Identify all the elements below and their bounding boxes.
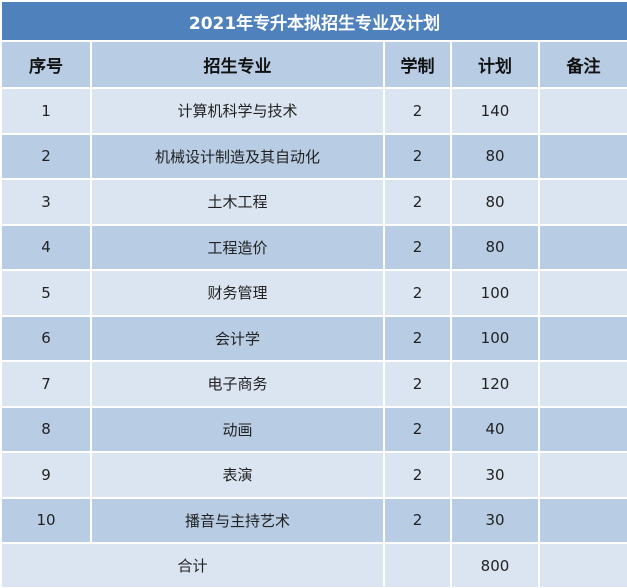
total-plan: 800 <box>450 542 540 588</box>
cell-major: 动画 <box>90 405 385 453</box>
cell-no: 6 <box>0 314 92 362</box>
cell-major: 表演 <box>90 451 385 499</box>
cell-note <box>537 496 627 544</box>
header-years: 学制 <box>383 40 452 89</box>
cell-plan: 30 <box>450 496 540 544</box>
cell-no: 7 <box>0 360 92 408</box>
cell-years: 2 <box>383 496 452 544</box>
cell-plan: 40 <box>450 405 540 453</box>
cell-plan: 80 <box>450 132 540 180</box>
table-row: 9 表演 2 30 <box>0 451 627 499</box>
header-note: 备注 <box>537 40 627 89</box>
cell-years: 2 <box>383 360 452 408</box>
cell-no: 9 <box>0 451 92 499</box>
cell-plan: 30 <box>450 451 540 499</box>
header-plan: 计划 <box>450 40 540 89</box>
table-title: 2021年专升本拟招生专业及计划 <box>0 0 627 42</box>
table-row: 6 会计学 2 100 <box>0 314 627 362</box>
cell-note <box>537 405 627 453</box>
cell-note <box>537 223 627 271</box>
cell-major: 工程造价 <box>90 223 385 271</box>
cell-no: 10 <box>0 496 92 544</box>
cell-years: 2 <box>383 314 452 362</box>
cell-major: 电子商务 <box>90 360 385 408</box>
cell-no: 4 <box>0 223 92 271</box>
cell-plan: 100 <box>450 314 540 362</box>
cell-major: 土木工程 <box>90 178 385 226</box>
table-row: 8 动画 2 40 <box>0 405 627 453</box>
table-row: 7 电子商务 2 120 <box>0 360 627 408</box>
cell-years: 2 <box>383 405 452 453</box>
cell-years: 2 <box>383 178 452 226</box>
table-row: 3 土木工程 2 80 <box>0 178 627 226</box>
cell-years: 2 <box>383 451 452 499</box>
cell-note <box>537 360 627 408</box>
table-row: 5 财务管理 2 100 <box>0 269 627 317</box>
cell-plan: 80 <box>450 178 540 226</box>
cell-years: 2 <box>383 87 452 135</box>
cell-no: 1 <box>0 87 92 135</box>
table-row: 4 工程造价 2 80 <box>0 223 627 271</box>
header-major: 招生专业 <box>90 40 385 89</box>
cell-note <box>537 178 627 226</box>
cell-major: 会计学 <box>90 314 385 362</box>
cell-major: 播音与主持艺术 <box>90 496 385 544</box>
cell-plan: 120 <box>450 360 540 408</box>
table-row: 10 播音与主持艺术 2 30 <box>0 496 627 544</box>
cell-note <box>537 269 627 317</box>
cell-plan: 80 <box>450 223 540 271</box>
cell-no: 3 <box>0 178 92 226</box>
cell-major: 机械设计制造及其自动化 <box>90 132 385 180</box>
cell-no: 2 <box>0 132 92 180</box>
cell-no: 8 <box>0 405 92 453</box>
total-row: 合计 800 <box>0 542 627 588</box>
header-no: 序号 <box>0 40 92 89</box>
total-years <box>383 542 452 588</box>
cell-major: 财务管理 <box>90 269 385 317</box>
cell-note <box>537 451 627 499</box>
cell-major: 计算机科学与技术 <box>90 87 385 135</box>
cell-note <box>537 132 627 180</box>
cell-no: 5 <box>0 269 92 317</box>
cell-years: 2 <box>383 223 452 271</box>
cell-note <box>537 314 627 362</box>
cell-years: 2 <box>383 269 452 317</box>
table-row: 1 计算机科学与技术 2 140 <box>0 87 627 135</box>
header-row: 序号 招生专业 学制 计划 备注 <box>0 40 627 89</box>
total-note <box>537 542 627 588</box>
cell-plan: 140 <box>450 87 540 135</box>
cell-years: 2 <box>383 132 452 180</box>
total-label: 合计 <box>0 542 385 588</box>
cell-note <box>537 87 627 135</box>
table-row: 2 机械设计制造及其自动化 2 80 <box>0 132 627 180</box>
cell-plan: 100 <box>450 269 540 317</box>
